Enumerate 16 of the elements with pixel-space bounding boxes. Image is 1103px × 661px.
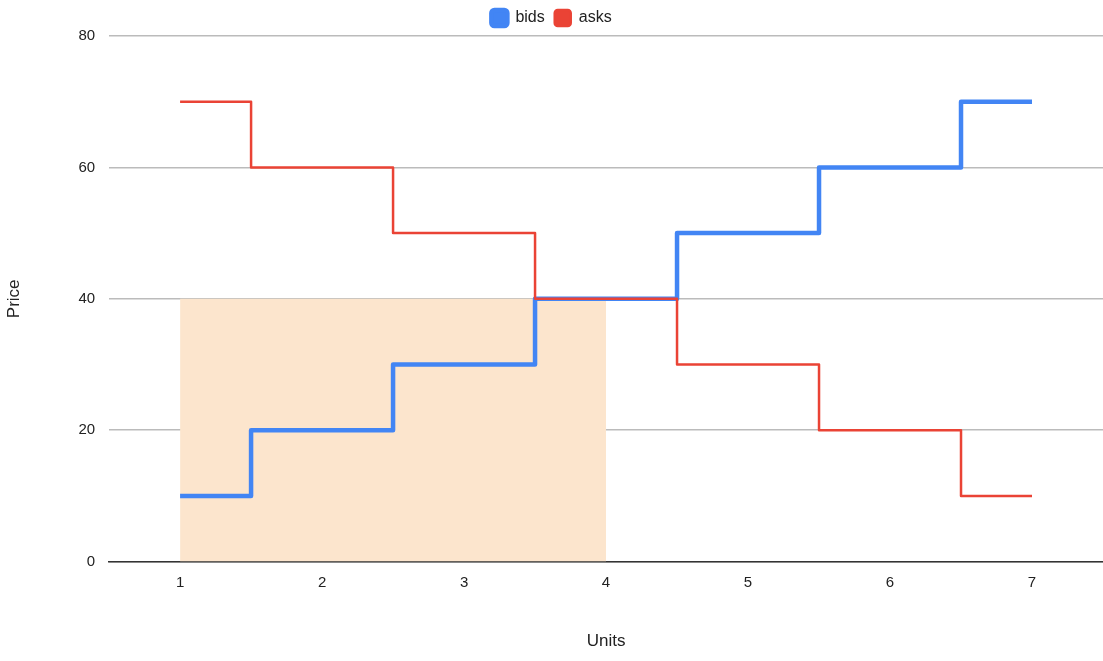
x-tick-label: 5	[743, 572, 753, 590]
y-tick-label: 80	[78, 26, 96, 44]
legend-label: bids	[515, 8, 545, 26]
x-tick-label: 1	[175, 572, 185, 590]
x-tick-label: 6	[885, 572, 895, 590]
x-tick-label: 4	[601, 572, 611, 590]
x-tick-label: 3	[459, 572, 469, 590]
x-tick-label: 2	[317, 572, 327, 590]
y-axis-title: Price	[3, 279, 23, 319]
y-tick-label: 40	[78, 288, 96, 306]
legend-label: asks	[578, 8, 612, 26]
y-tick-label: 20	[78, 420, 96, 438]
x-axis-title: Units	[586, 631, 626, 651]
y-tick-label: 0	[86, 551, 96, 569]
x-tick-label: 7	[1027, 572, 1037, 590]
y-tick-label: 60	[78, 157, 96, 175]
